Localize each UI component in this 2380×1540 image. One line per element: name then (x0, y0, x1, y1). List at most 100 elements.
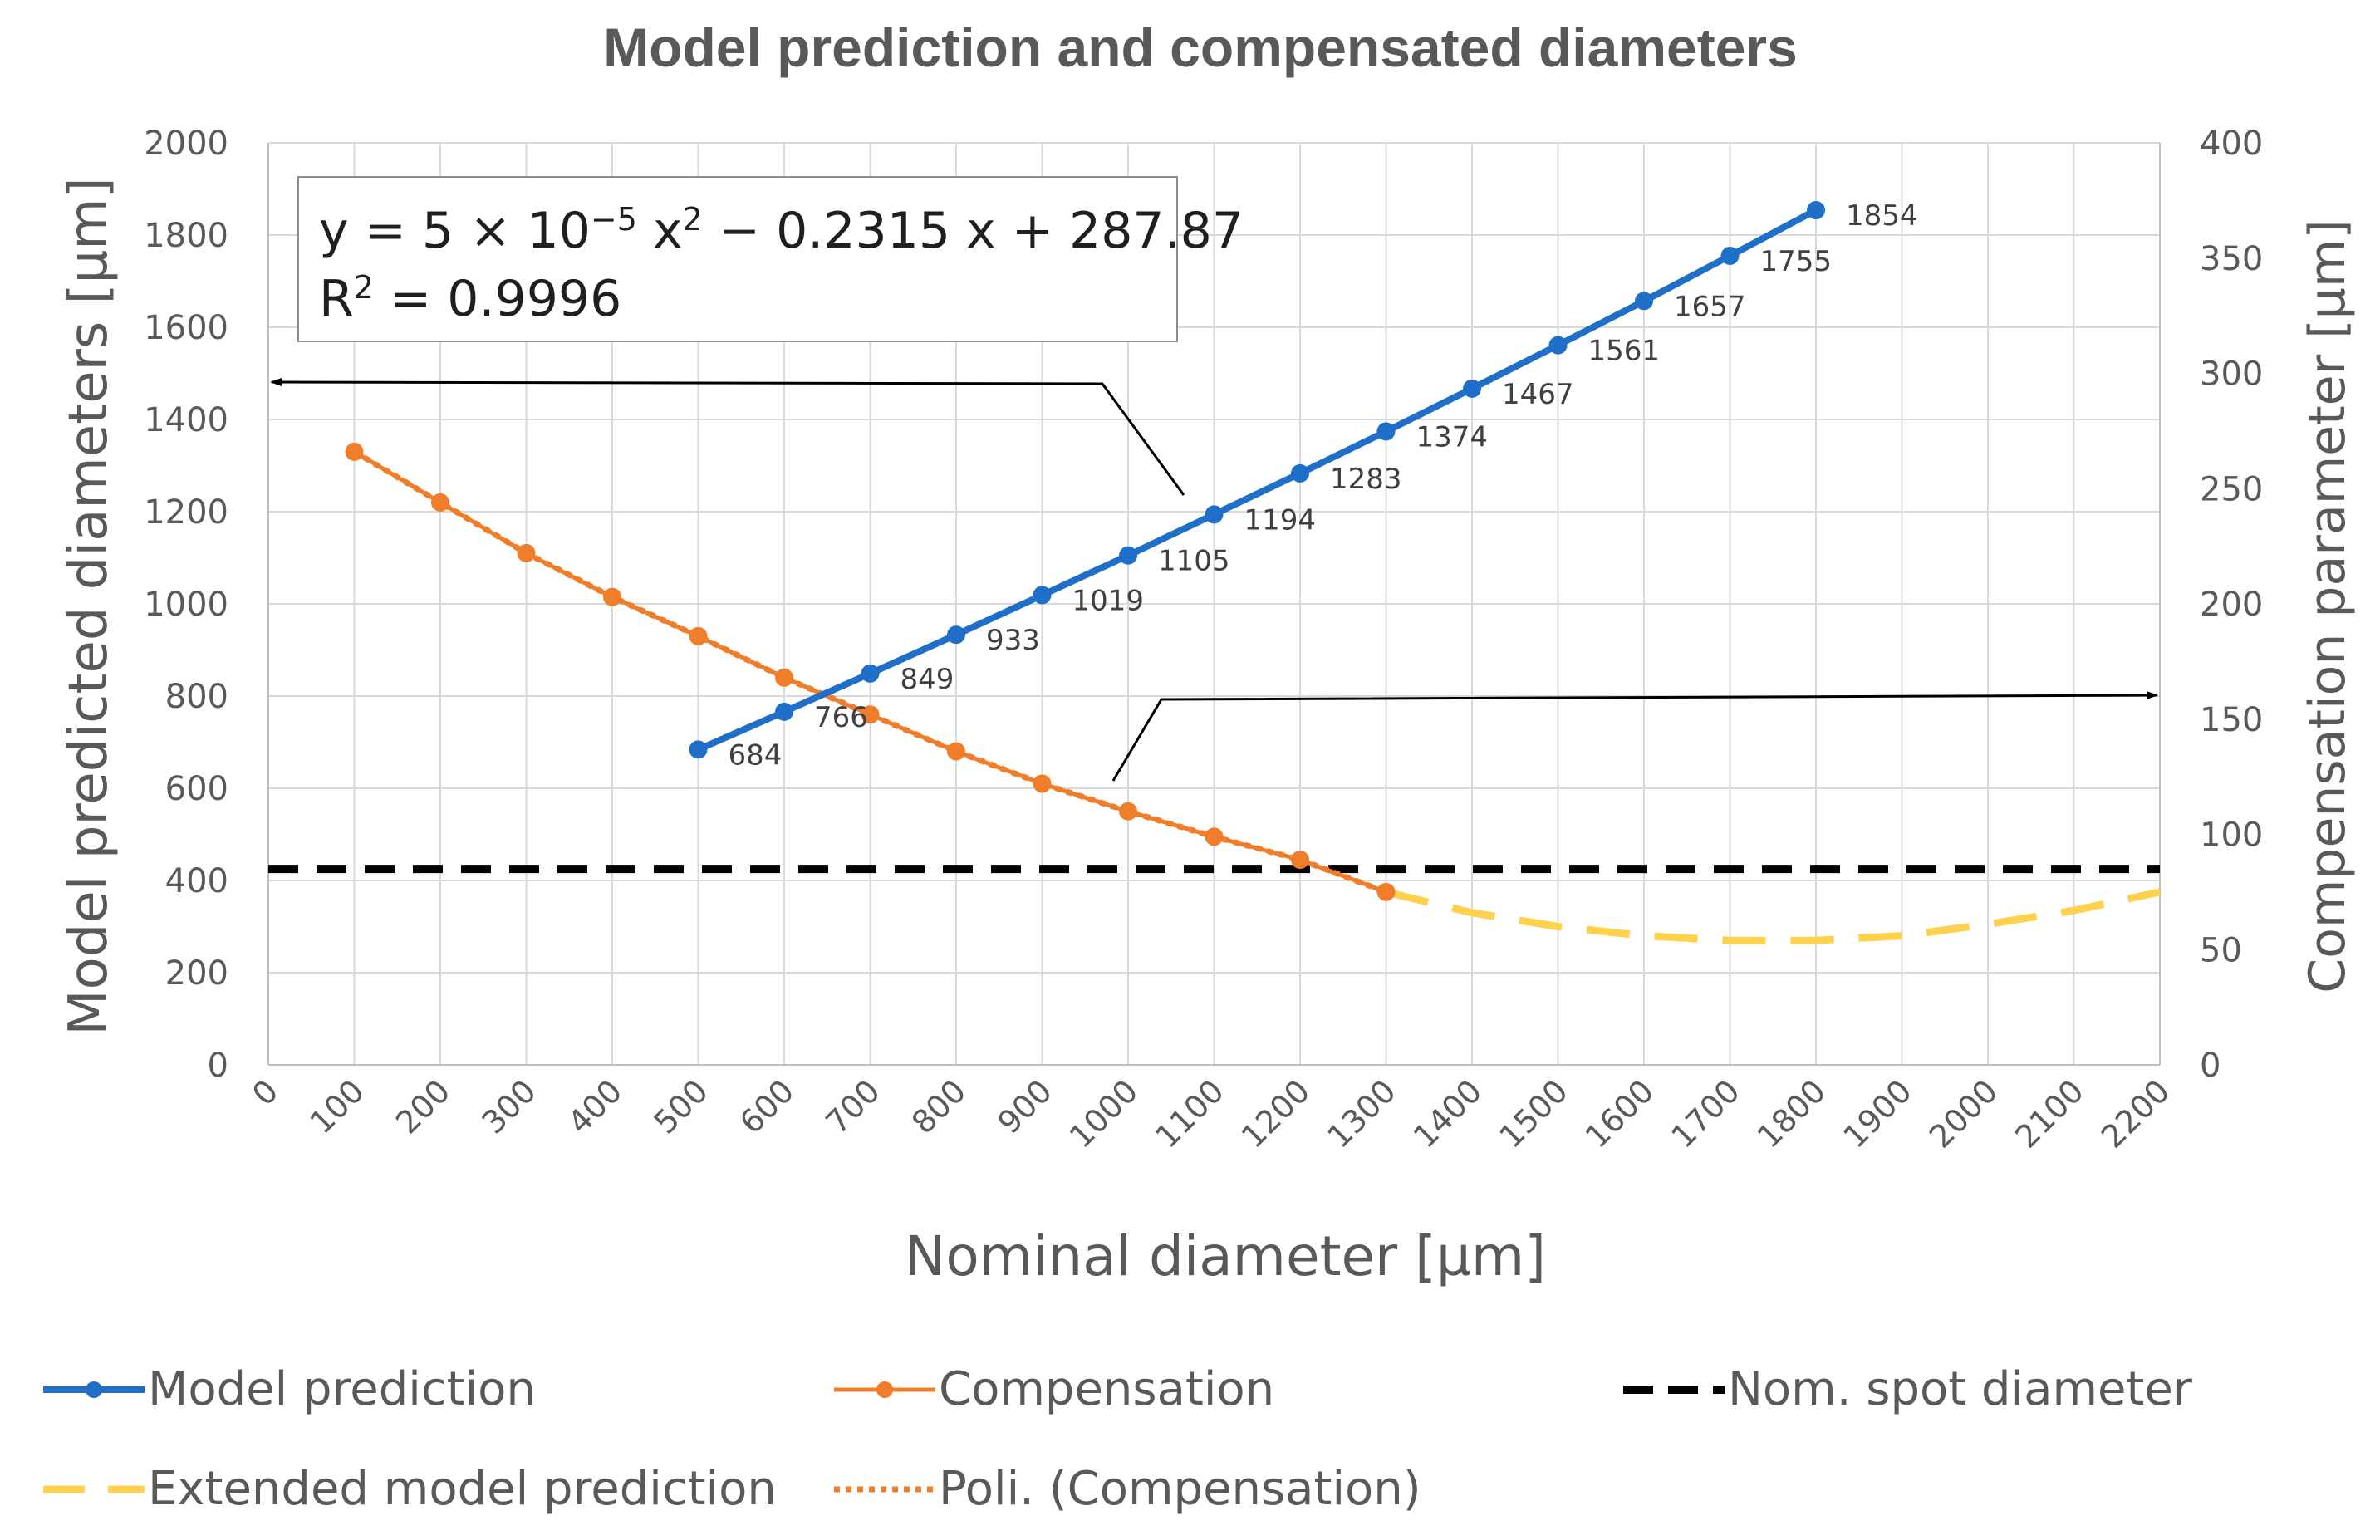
legend-extended-model-prediction[interactable]: Extended model prediction (40, 1462, 777, 1516)
model-prediction-data-label: 1467 (1502, 378, 1574, 411)
r2-prefix: R (319, 270, 354, 328)
legend-label-nom-spot-diameter: Nom. spot diameter (1728, 1362, 2192, 1416)
unused-helper (1163, 851, 1226, 865)
model-prediction-data-label: 1019 (1072, 584, 1145, 617)
x-tick-label: 1200 (1234, 1072, 1318, 1155)
x-tick-label: 900 (990, 1072, 1058, 1140)
model-prediction-data-label: 1657 (1674, 290, 1746, 323)
legend-compensation[interactable]: Compensation (831, 1362, 1274, 1416)
model-prediction-data-label: 766 (814, 701, 868, 734)
x-tick-label: 2000 (1922, 1072, 2005, 1155)
x-tick-label: 1900 (1836, 1072, 1919, 1155)
model-prediction-data-label: 933 (986, 624, 1040, 657)
y-right-tick-label: 50 (2200, 931, 2242, 969)
model-prediction-data-label: 1854 (1846, 199, 1918, 233)
x-tick-label: 300 (474, 1072, 542, 1140)
compensation-point (431, 493, 449, 512)
trendline-equation-box: y = 5 × 10−5 x2 − 0.2315 x + 287.87 R2 =… (297, 176, 1244, 342)
model-prediction-data-label: 1755 (1760, 245, 1833, 278)
model-prediction-data-label: 1561 (1588, 335, 1661, 368)
model-prediction-point (775, 702, 793, 721)
model-prediction-point (1205, 505, 1224, 524)
compensation-point (517, 543, 536, 562)
legend-nom-spot-diameter[interactable]: Nom. spot diameter (1620, 1362, 2192, 1416)
r2-exponent: 2 (353, 269, 374, 306)
x-tick-label: 600 (733, 1072, 801, 1140)
x-tick-label: 800 (905, 1072, 973, 1140)
compensation-point (603, 587, 621, 606)
model-prediction-data-label: 1105 (1158, 545, 1230, 578)
y-right-tick-label: 300 (2200, 356, 2263, 394)
compensation-point (689, 626, 708, 645)
equation-base: y = 5 × 10 (319, 202, 591, 260)
legend-label-model-prediction: Model prediction (148, 1362, 536, 1416)
y-left-tick-label: 400 (165, 862, 228, 900)
equation-exponent-1: −5 (590, 201, 637, 238)
chart-title: Model prediction and compensated diamete… (603, 17, 1798, 78)
equation-exponent-2: 2 (682, 201, 703, 238)
compensation-point (345, 442, 364, 461)
model-prediction-data-label: 1374 (1416, 420, 1489, 454)
model-prediction-point (947, 625, 965, 645)
right-axis-callout-arrow (1111, 691, 2158, 782)
compensation-point (1119, 802, 1137, 821)
compensation-point (861, 705, 880, 724)
model-prediction-point (1376, 422, 1396, 441)
x-tick-label: 700 (818, 1072, 886, 1140)
r2-value: = 0.9996 (373, 270, 622, 328)
equation-tail: − 0.2315 x + 287.87 (702, 202, 1244, 260)
legend-poli-compensation[interactable]: Poli. (Compensation) (831, 1462, 1421, 1516)
legend-label-poli-compensation: Poli. (Compensation) (939, 1462, 1421, 1516)
x-tick-label: 400 (561, 1072, 629, 1140)
x-tick-label: 1300 (1320, 1072, 1403, 1155)
y-left-tick-label: 800 (165, 678, 228, 716)
model-prediction-point (689, 740, 708, 759)
x-tick-label: 1500 (1492, 1072, 1575, 1155)
series-model-prediction-line (696, 207, 1818, 753)
model-prediction-data-label: 1283 (1330, 463, 1402, 496)
left-axis-callout-arrow (270, 378, 1185, 496)
x-tick-label: 1800 (1750, 1072, 1833, 1155)
model-prediction-point (1463, 379, 1481, 398)
compensation-point (1205, 827, 1224, 846)
legend-swatch-model-prediction (43, 1381, 145, 1398)
x-tick-label: 1100 (1148, 1072, 1231, 1155)
x-tick-label: 1400 (1406, 1072, 1489, 1155)
y-left-tick-label: 1000 (144, 586, 228, 624)
legend-label-extended-model-prediction: Extended model prediction (148, 1462, 777, 1516)
model-prediction-point (1119, 546, 1137, 565)
y-left-tick-label: 1400 (144, 401, 228, 439)
compensation-point (1033, 774, 1052, 793)
legend-label-compensation: Compensation (939, 1362, 1275, 1416)
model-prediction-point (861, 664, 880, 683)
y-left-tick-label: 2000 (144, 125, 228, 163)
y-left-tick-label: 1800 (144, 217, 228, 255)
y-left-axis-title: Model predicted diameters [µm] (58, 177, 120, 1035)
series-extended-model-prediction-line (1385, 888, 2161, 944)
x-tick-label: 0 (245, 1072, 285, 1112)
legend-swatch-compensation (834, 1381, 935, 1398)
equation-mid: x (636, 202, 683, 260)
y-right-tick-label: 150 (2200, 701, 2263, 739)
model-prediction-point (1291, 463, 1309, 483)
r-squared: R2 = 0.9996 (319, 269, 621, 328)
axes (267, 143, 2161, 1066)
y-left-tick-label: 0 (208, 1047, 228, 1085)
legend-model-prediction[interactable]: Model prediction (40, 1362, 536, 1416)
compensation-point (1376, 882, 1396, 901)
x-tick-label: 200 (389, 1072, 457, 1140)
y-left-tick-label: 200 (165, 954, 228, 993)
y-right-axis-title: Compensation parameter [µm] (2299, 219, 2357, 993)
legend-swatch-nom-spot-diameter (1623, 1385, 1725, 1394)
callout-arrows (270, 378, 2158, 865)
legend-swatch-extended-model-prediction (43, 1485, 145, 1493)
legend-swatch-poli-compensation (834, 1486, 935, 1492)
model-prediction-data-label: 684 (729, 738, 783, 772)
compensation-point (775, 668, 793, 687)
model-prediction-point (1635, 292, 1653, 311)
x-tick-label: 1000 (1062, 1072, 1146, 1155)
x-tick-label: 1600 (1578, 1072, 1661, 1155)
y-right-tick-label: 250 (2200, 470, 2263, 508)
y-left-tick-label: 1200 (144, 493, 228, 532)
